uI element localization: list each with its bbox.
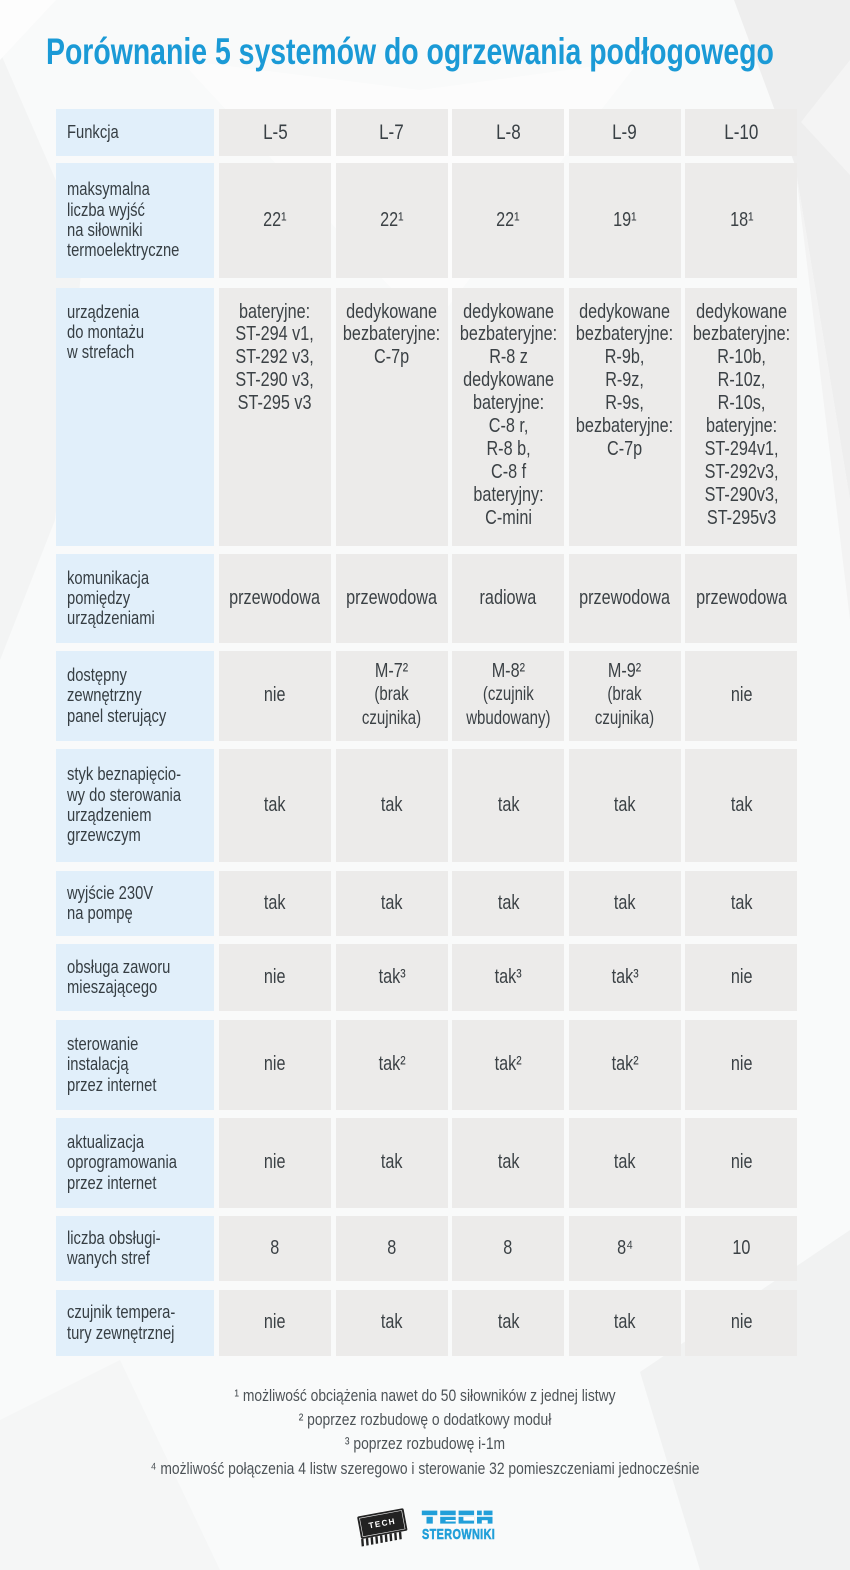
svg-text:STEROWNIKI: STEROWNIKI xyxy=(422,1525,495,1542)
